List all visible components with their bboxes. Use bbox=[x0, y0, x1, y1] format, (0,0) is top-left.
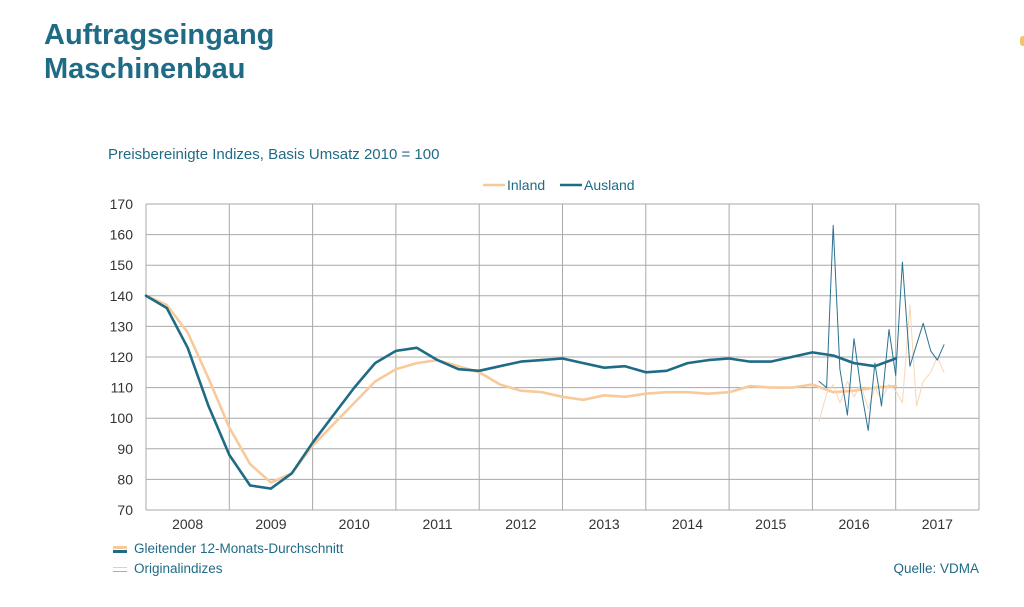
y-tick-label: 90 bbox=[117, 441, 133, 457]
x-tick-label: 2013 bbox=[589, 516, 620, 532]
legend-smoothed-icon bbox=[112, 543, 128, 555]
x-tick-label: 2015 bbox=[755, 516, 786, 532]
page-title: Auftragseingang Maschinenbau bbox=[44, 18, 274, 86]
y-axis-labels: 70 80 90 100 110 120 130 140 150 160 170 bbox=[110, 196, 134, 518]
x-tick-label: 2017 bbox=[922, 516, 953, 532]
legend-original: Originalindizes bbox=[112, 561, 223, 576]
y-tick-label: 160 bbox=[110, 227, 134, 243]
chart-subtitle: Preisbereinigte Indizes, Basis Umsatz 20… bbox=[108, 146, 440, 163]
legend-label-ausland: Ausland bbox=[584, 177, 635, 193]
y-tick-label: 130 bbox=[110, 318, 134, 334]
y-tick-label: 150 bbox=[110, 257, 134, 273]
y-tick-label: 140 bbox=[110, 288, 134, 304]
x-tick-label: 2012 bbox=[505, 516, 536, 532]
y-tick-label: 110 bbox=[111, 380, 134, 396]
chart-grid bbox=[145, 203, 980, 511]
legend-original-icon bbox=[112, 563, 128, 575]
x-tick-label: 2010 bbox=[339, 516, 370, 532]
x-tick-label: 2008 bbox=[172, 516, 203, 532]
x-tick-label: 2014 bbox=[672, 516, 703, 532]
legend-label-inland: Inland bbox=[507, 177, 545, 193]
source-note: Quelle: VDMA bbox=[893, 561, 979, 576]
series-ausland-smoothed-line bbox=[144, 294, 897, 490]
y-tick-label: 120 bbox=[110, 349, 134, 365]
x-tick-label: 2011 bbox=[422, 516, 452, 532]
x-axis-labels: 2008 2009 2010 2011 2012 2013 2014 2015 2016 2017 bbox=[172, 516, 953, 532]
y-tick-label: 80 bbox=[117, 471, 133, 487]
title-line-1: Auftragseingang bbox=[44, 19, 275, 51]
chart-series bbox=[144, 224, 945, 490]
y-tick-label: 70 bbox=[117, 502, 133, 518]
corner-accent bbox=[1020, 36, 1024, 46]
x-tick-label: 2016 bbox=[838, 516, 869, 532]
legend-smoothed-label: Gleitender 12-Monats-Durchschnitt bbox=[134, 541, 344, 556]
title-line-2: Maschinenbau bbox=[44, 53, 246, 85]
series-ausland-original-line bbox=[818, 224, 945, 431]
series-inland-original-line bbox=[818, 304, 945, 422]
x-tick-label: 2009 bbox=[255, 516, 286, 532]
y-tick-label: 170 bbox=[110, 196, 134, 212]
legend-smoothed: Gleitender 12-Monats-Durchschnitt bbox=[112, 541, 343, 556]
series-inland-smoothed-line bbox=[144, 294, 897, 484]
legend-original-label: Originalindizes bbox=[134, 561, 223, 576]
legend-top: Inland Ausland bbox=[483, 177, 635, 193]
y-tick-label: 100 bbox=[110, 410, 134, 426]
